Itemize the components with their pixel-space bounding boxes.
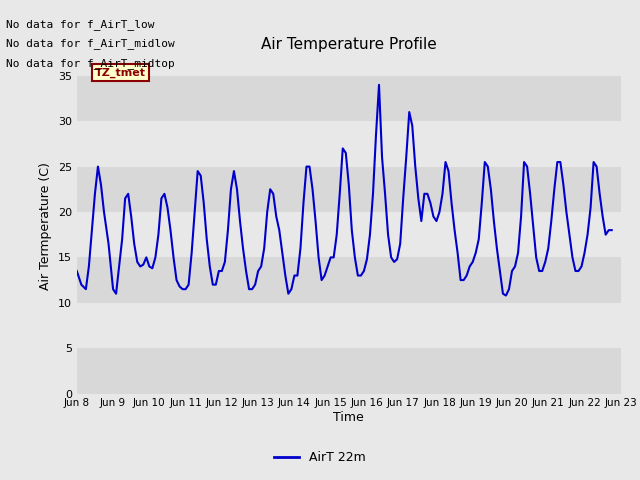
Bar [77,257,621,303]
Text: No data for f_AirT_midtop: No data for f_AirT_midtop [6,58,175,69]
Bar [77,212,621,257]
X-axis label: Time: Time [333,411,364,424]
Bar [77,121,621,167]
Bar [77,348,621,394]
Y-axis label: Air Termperature (C): Air Termperature (C) [39,162,52,289]
Text: No data for f_AirT_midlow: No data for f_AirT_midlow [6,38,175,49]
Legend: AirT 22m: AirT 22m [269,446,371,469]
Bar [77,76,621,121]
Title: Air Temperature Profile: Air Temperature Profile [261,37,436,52]
Text: No data for f_AirT_low: No data for f_AirT_low [6,19,155,30]
Bar [77,167,621,212]
Text: TZ_tmet: TZ_tmet [95,68,146,78]
Bar [77,303,621,348]
